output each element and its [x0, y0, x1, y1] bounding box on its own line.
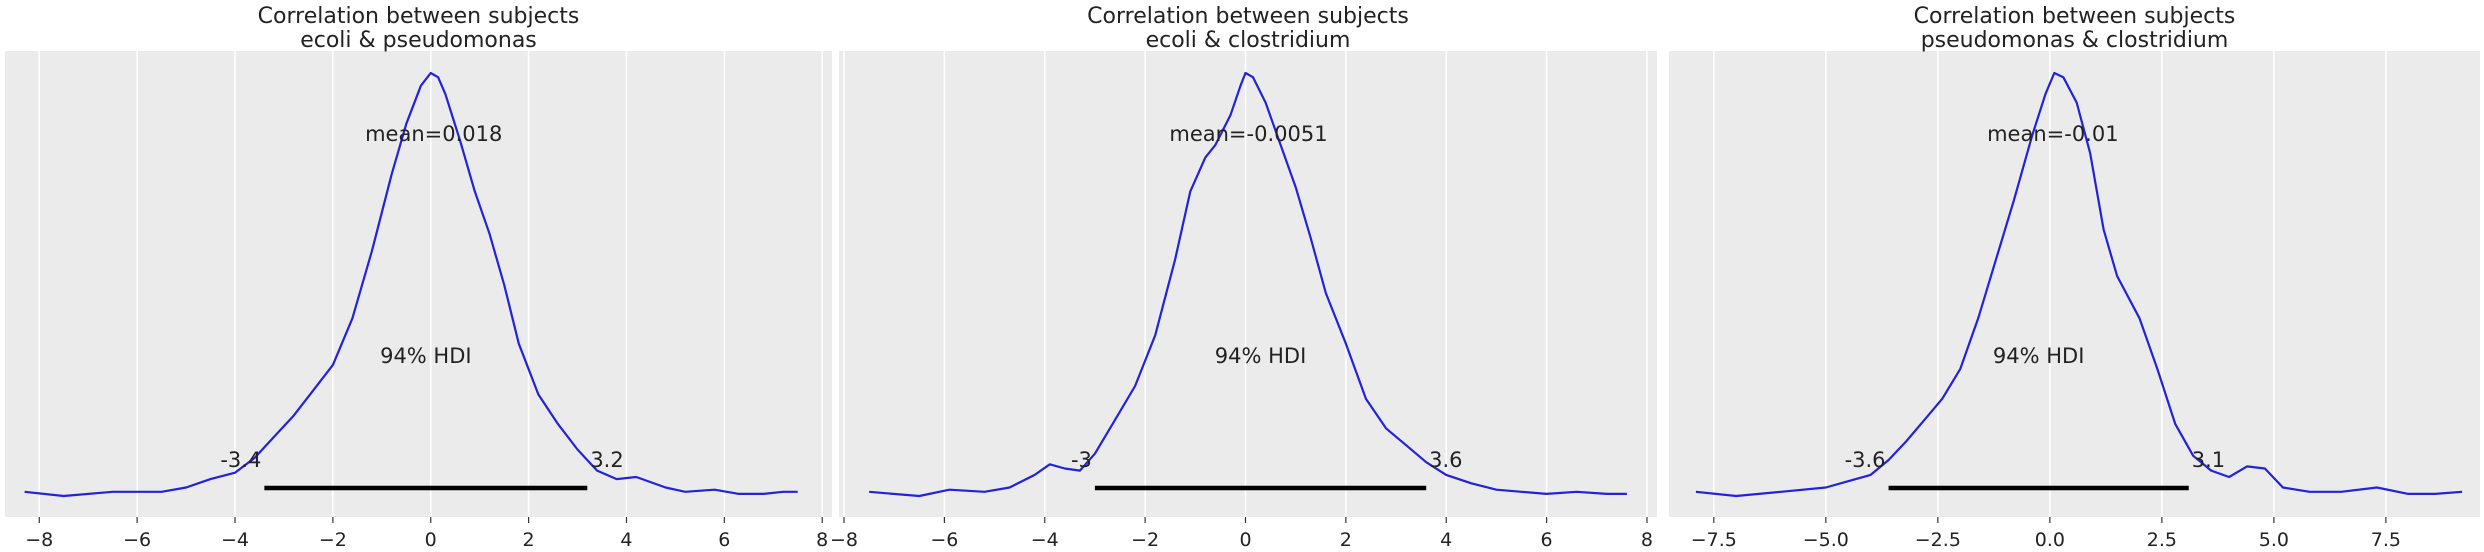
mean-annotation: mean=-0.0051: [1169, 122, 1327, 146]
x-tick-label: 8: [816, 529, 828, 551]
panel-title-line1: Correlation between subjects: [258, 4, 580, 29]
x-tick-label: −8: [830, 529, 858, 551]
x-tick-label: 6: [718, 529, 730, 551]
panel-title-line2: pseudomonas & clostridium: [1921, 28, 2229, 53]
plot-background: [5, 51, 832, 517]
panel-title-line2: ecoli & pseudomonas: [300, 28, 537, 53]
mean-annotation: mean=0.018: [365, 122, 502, 146]
density-panel-ecoli-clostridium: −8 −6 −4 −2 0 2 4 6 8 Correlation between subject…: [830, 0, 1661, 552]
hdi-high-label: 3.6: [1429, 448, 1462, 472]
x-tick-label: −7.5: [1691, 529, 1737, 551]
hdi-low-label: -3.6: [1845, 448, 1886, 472]
panel-title-line1: Correlation between subjects: [1914, 4, 2236, 29]
panel-title-line1: Correlation between subjects: [1087, 4, 1409, 29]
x-tick-label: −4: [221, 529, 249, 551]
x-tick-label: −8: [25, 529, 53, 551]
hdi-annotation: 94% HDI: [1993, 344, 2085, 368]
density-plot-svg: −8 −6 −4 −2 0 2 4 6 8 Correlation between subject…: [5, 4, 832, 551]
x-tick-label: −6: [123, 529, 151, 551]
x-tick-label: 5.0: [2259, 529, 2289, 551]
x-tick-label: −6: [930, 529, 958, 551]
x-tick-label: 6: [1541, 529, 1553, 551]
x-tick-label: 2: [1340, 529, 1352, 551]
x-tick-label: 2: [523, 529, 535, 551]
x-tick-label: −5.0: [1803, 529, 1849, 551]
hdi-annotation: 94% HDI: [1215, 344, 1307, 368]
density-plot-svg: −8 −6 −4 −2 0 2 4 6 8 Correlation between subject…: [830, 4, 1657, 551]
density-panel-pseudomonas-clostridium: −7.5 −5.0 −2.5 0.0 2.5 5.0 7.5 Correlation betw…: [1662, 0, 2484, 552]
x-tick-label: 0: [425, 529, 437, 551]
hdi-high-label: 3.2: [590, 448, 623, 472]
x-tick-label: 4: [620, 529, 632, 551]
density-curve: [24, 71, 798, 498]
x-tick-label: −2: [1131, 529, 1159, 551]
density-plot-svg: −7.5 −5.0 −2.5 0.0 2.5 5.0 7.5 Correlation betw…: [1669, 4, 2480, 551]
hdi-low-label: -3: [1071, 448, 1092, 472]
density-panel-ecoli-pseudomonas: −8 −6 −4 −2 0 2 4 6 8 Correlation between subject…: [0, 0, 835, 552]
x-tick-label: 4: [1440, 529, 1452, 551]
x-tick-label: 0.0: [2035, 529, 2065, 551]
x-tick-label: 7.5: [2371, 529, 2401, 551]
hdi-low-label: -3.4: [220, 448, 261, 472]
density-curve: [1695, 71, 2463, 498]
x-tick-label: 0: [1239, 529, 1251, 551]
hdi-high-label: 3.1: [2192, 448, 2225, 472]
panel-title-line2: ecoli & clostridium: [1146, 28, 1351, 53]
x-tick-label: −2.5: [1915, 529, 1961, 551]
plot-background: [1669, 51, 2480, 517]
x-tick-label: −2: [319, 529, 347, 551]
hdi-annotation: 94% HDI: [380, 344, 472, 368]
mean-annotation: mean=-0.01: [1987, 122, 2119, 146]
x-tick-label: −4: [1031, 529, 1059, 551]
plot-background: [839, 51, 1657, 517]
density-curve: [869, 71, 1627, 498]
x-tick-label: 8: [1641, 529, 1653, 551]
x-tick-label: 2.5: [2147, 529, 2177, 551]
